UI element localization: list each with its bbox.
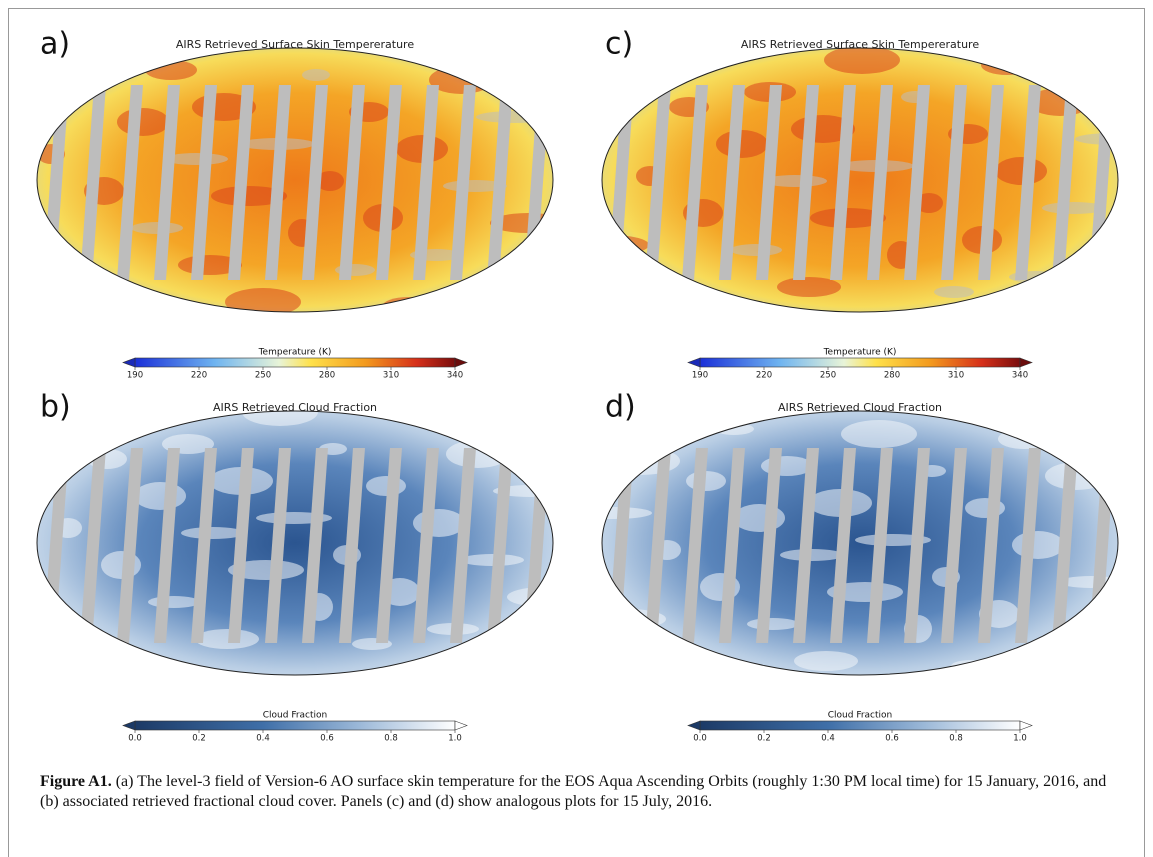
map [576,411,1137,675]
map-blob [995,157,1047,185]
panel-letter: b) [40,390,71,425]
map-blob [794,651,858,671]
page: a)AIRS Retrieved Surface Skin Tempererat… [0,0,1153,857]
colorbar-label: Cloud Fraction [263,711,328,721]
map-blob [507,587,583,607]
caption-text: (a) The level-3 field of Version-6 AO su… [40,773,1106,810]
colorbar-arrow [455,358,467,367]
colorbar [700,721,1020,730]
map [573,40,1151,312]
map-blob [998,429,1050,449]
map-blob [5,425,81,453]
map-blob [1075,133,1151,145]
colorbar [135,358,455,367]
map-blob [1073,414,1137,434]
colorbar-tick-label: 0.8 [384,734,398,744]
map-blob [474,656,538,676]
map-blob [115,665,155,677]
map-blob [504,51,580,79]
colorbar-tick-label: 1.0 [448,734,462,744]
map-blob [747,618,799,630]
map-blob [457,282,521,302]
colorbar [135,721,455,730]
colorbar-label: Cloud Fraction [828,711,893,721]
colorbar-arrow [1020,358,1032,367]
map-blob [1012,531,1064,559]
map [23,42,580,317]
colorbar-tick-label: 0.6 [885,734,899,744]
colorbar-tick-label: 1.0 [1013,734,1027,744]
colorbar-tick-label: 0.4 [821,734,835,744]
colorbar-tick-label: 0.0 [128,734,142,744]
map-blob [476,111,552,123]
colorbar-tick-label: 0.2 [757,734,771,744]
map-blob [841,420,917,448]
colorbar-arrow [455,721,467,730]
colorbar-label: Temperature (K) [258,348,332,358]
map-blob [934,286,974,298]
colorbar-tick-label: 310 [383,371,399,381]
map-blob [1056,40,1120,60]
map-blob [117,108,169,136]
map-blob [576,507,652,519]
map [5,398,583,677]
colorbar-tick-label: 0.4 [256,734,270,744]
map-blob [667,642,695,670]
colorbar-tick-label: 250 [255,371,271,381]
colorbar-tick-label: 250 [820,371,836,381]
map-blob [824,46,900,74]
colorbar-tick-label: 190 [127,371,143,381]
colorbar-tick-label: 190 [692,371,708,381]
map-blob [131,222,183,234]
map-blob [714,423,754,435]
colorbar-arrow [123,358,135,367]
map-blob [587,73,663,101]
map-blob [697,49,737,61]
map-blob [148,596,200,608]
map-blob [181,527,245,539]
colorbar-tick-label: 0.8 [949,734,963,744]
colorbar [700,358,1020,367]
map-blob [134,482,186,510]
colorbar-arrow [1020,721,1032,730]
colorbar-label: Temperature (K) [823,348,897,358]
colorbar-arrow [688,358,700,367]
map-blob [302,69,330,81]
map-blob [730,244,782,256]
figure: a)AIRS Retrieved Surface Skin Tempererat… [0,0,1153,770]
colorbar-tick-label: 0.2 [192,734,206,744]
colorbar-tick-label: 220 [191,371,207,381]
map-blob [382,297,434,317]
map-blob [573,235,649,255]
colorbar-tick-label: 280 [884,371,900,381]
colorbar-arrow [688,721,700,730]
colorbar-tick-label: 280 [319,371,335,381]
panel-letter: c) [605,27,633,62]
map-blob [195,629,259,649]
colorbar-tick-label: 0.0 [693,734,707,744]
map-blob [366,476,406,496]
map-blob [1026,645,1078,657]
colorbar-arrow [123,721,135,730]
map-blob [413,509,465,537]
map-blob [98,291,138,303]
colorbar-tick-label: 340 [1012,371,1028,381]
colorbar-tick-label: 0.6 [320,734,334,744]
map-blob [716,130,768,158]
colorbar-tick-label: 340 [447,371,463,381]
caption: Figure A1. (a) The level-3 field of Vers… [40,772,1120,812]
panel-letter: d) [605,390,636,425]
map-blob [650,268,678,296]
colorbar-tick-label: 220 [756,371,772,381]
map-blob [1045,462,1109,490]
map-blob [460,554,524,566]
map-blob [622,64,650,76]
caption-label: Figure A1. [40,773,112,790]
colorbar-tick-label: 310 [948,371,964,381]
panel-letter: a) [40,27,70,62]
map-blob [639,438,667,450]
map-blob [51,246,79,274]
map-blob [780,549,844,561]
